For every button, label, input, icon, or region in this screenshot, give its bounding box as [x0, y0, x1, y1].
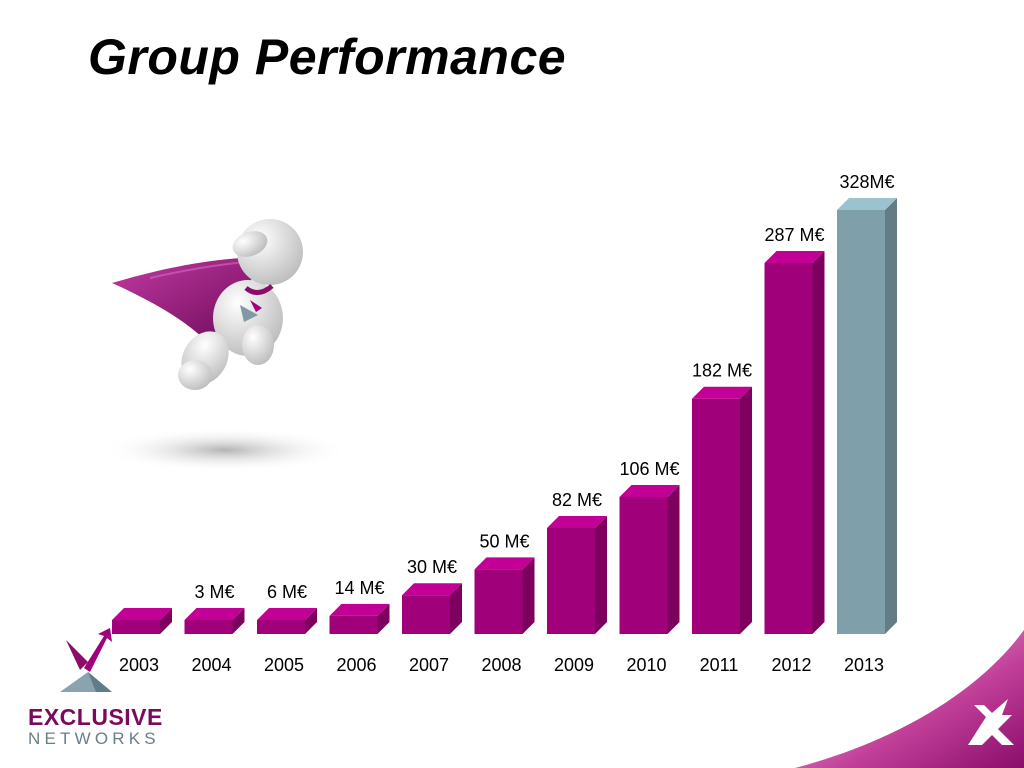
- year-label-2005: 2005: [264, 655, 304, 675]
- year-label-2003: 2003: [119, 655, 159, 675]
- corner-x-logo-icon: [968, 699, 1014, 745]
- superhero-figure-icon: [100, 219, 350, 472]
- value-label-2007: 30 M€: [407, 557, 457, 577]
- value-label-2011: 182 M€: [692, 361, 752, 381]
- exclusive-networks-x-logo-icon: [60, 628, 112, 692]
- value-label-2012: 287 M€: [764, 225, 824, 245]
- year-label-2008: 2008: [481, 655, 521, 675]
- corner-swoosh-decoration: [795, 630, 1024, 768]
- bar-2004: [184, 608, 245, 634]
- bar-2012: [764, 251, 825, 634]
- value-label-2008: 50 M€: [479, 531, 529, 551]
- value-label-2004: 3 M€: [194, 582, 234, 602]
- value-label-2009: 82 M€: [552, 490, 602, 510]
- bar-2006: [329, 603, 390, 634]
- value-label-2013: 328M€: [839, 172, 894, 192]
- bar-2007: [402, 583, 462, 634]
- value-label-2005: 6 M€: [267, 582, 307, 602]
- bar-2011: [692, 386, 752, 634]
- year-label-2009: 2009: [554, 655, 594, 675]
- year-label-2007: 2007: [409, 655, 449, 675]
- year-label-2010: 2010: [626, 655, 666, 675]
- bar-2009: [547, 516, 607, 634]
- value-label-2010: 106 M€: [619, 459, 679, 479]
- year-label-2004: 2004: [191, 655, 231, 675]
- value-label-2006: 14 M€: [334, 578, 384, 598]
- year-label-2006: 2006: [336, 655, 376, 675]
- year-label-2013: 2013: [844, 655, 884, 675]
- bar-2005: [257, 608, 317, 634]
- page-title: Group Performance: [88, 29, 567, 85]
- bar-2003: [112, 608, 172, 634]
- bar-2010: [619, 484, 680, 634]
- bar-2013: [837, 198, 897, 634]
- brand-name-line2: NETWORKS: [28, 729, 160, 748]
- bar-2008: [474, 557, 535, 634]
- brand-name-line1: EXCLUSIVE: [28, 704, 163, 730]
- year-label-2012: 2012: [771, 655, 811, 675]
- year-label-2011: 2011: [700, 655, 739, 675]
